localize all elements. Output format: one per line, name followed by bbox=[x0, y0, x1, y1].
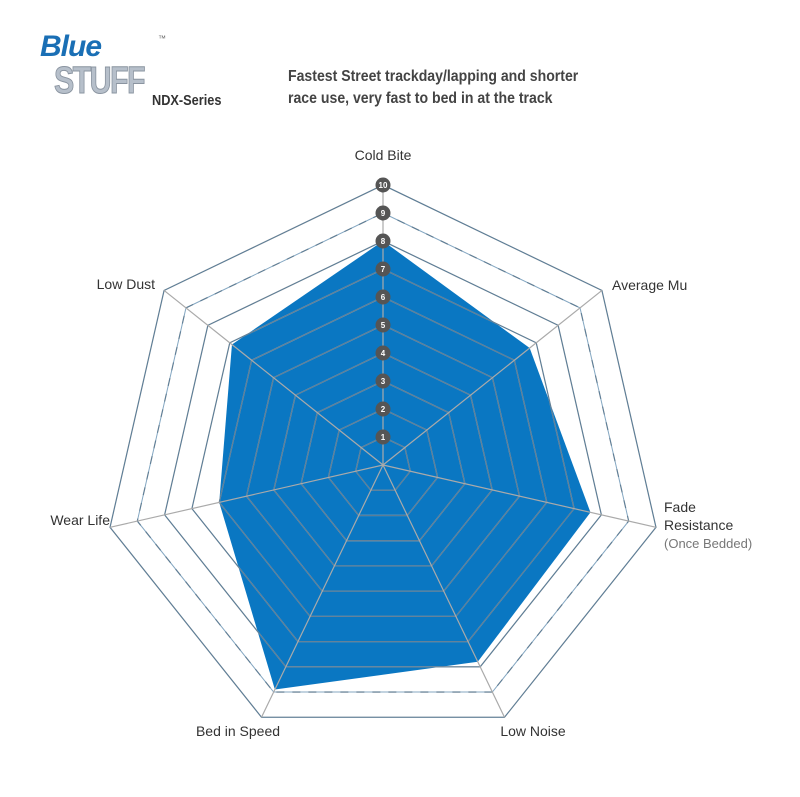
inner-grid-ring-4 bbox=[273, 352, 493, 567]
axis-line-4 bbox=[260, 464, 384, 718]
axis-label: Cold Bite bbox=[355, 147, 412, 163]
axis-label: Fade bbox=[664, 499, 696, 515]
scale-tick-label: 1 bbox=[381, 433, 386, 442]
axis-line-2 bbox=[382, 464, 657, 528]
inner-grid-ring-6 bbox=[218, 296, 548, 617]
scale-badge-10 bbox=[375, 177, 391, 193]
scale-tick-label: 2 bbox=[381, 405, 386, 414]
inner-grid-ring-8 bbox=[164, 240, 602, 668]
axis-label: Low Dust bbox=[97, 276, 155, 292]
scale-badge-7 bbox=[375, 261, 391, 277]
scale-badge-3 bbox=[375, 373, 391, 389]
axis-label: Low Noise bbox=[500, 723, 566, 739]
data-area bbox=[219, 241, 591, 690]
scale-badge-4 bbox=[375, 345, 391, 361]
description-line-1: Fastest Street trackday/lapping and shor… bbox=[288, 68, 579, 85]
axis-label: Average Mu bbox=[612, 277, 687, 293]
inner-grid-ring-3 bbox=[300, 380, 466, 542]
scale-badge-6 bbox=[375, 289, 391, 305]
bluestuff-logo: Blue STUFF ™ bbox=[40, 30, 170, 110]
axis-sublabel: (Once Bedded) bbox=[664, 536, 752, 551]
description-line-2: race use, very fast to bed in at the tra… bbox=[288, 90, 553, 107]
axis-line-3 bbox=[382, 464, 506, 718]
scale-badge-1 bbox=[375, 429, 391, 445]
scale-tick-label: 6 bbox=[381, 293, 386, 302]
scale-tick-label: 5 bbox=[381, 321, 386, 330]
axis-label: Resistance bbox=[664, 517, 733, 533]
axis-line-6 bbox=[163, 289, 384, 466]
axis-label: Wear Life bbox=[50, 512, 110, 528]
inner-grid-ring-1 bbox=[355, 436, 411, 491]
scale-tick-label: 7 bbox=[381, 265, 386, 274]
scale-tick-label: 4 bbox=[381, 349, 386, 358]
scale-tick-label: 9 bbox=[381, 209, 386, 218]
description: Fastest Street trackday/lapping and shor… bbox=[288, 66, 578, 110]
inner-grid-ring-9 bbox=[136, 212, 630, 693]
scale-tick-label: 8 bbox=[381, 237, 386, 246]
series-name: NDX-Series bbox=[152, 92, 222, 109]
scale-badge-2 bbox=[375, 401, 391, 417]
scale-tick-label: 10 bbox=[379, 181, 388, 190]
inner-grid-ring-7 bbox=[191, 268, 575, 643]
inner-grid-ring-5 bbox=[245, 324, 521, 592]
scale-tick-label: 3 bbox=[381, 377, 386, 386]
inner-grid-ring-2 bbox=[327, 408, 439, 516]
logo-blue: Blue bbox=[40, 30, 102, 63]
axis-line-5 bbox=[109, 464, 384, 528]
inner-grid-ring-10 bbox=[109, 184, 657, 718]
logo-tm: ™ bbox=[158, 34, 166, 43]
scale-badge-9 bbox=[375, 205, 391, 221]
scale-badge-5 bbox=[375, 317, 391, 333]
logo-stuff: STUFF bbox=[54, 60, 146, 103]
axis-line-1 bbox=[382, 289, 603, 466]
scale-badge-8 bbox=[375, 233, 391, 249]
axis-label: Bed in Speed bbox=[196, 723, 280, 739]
